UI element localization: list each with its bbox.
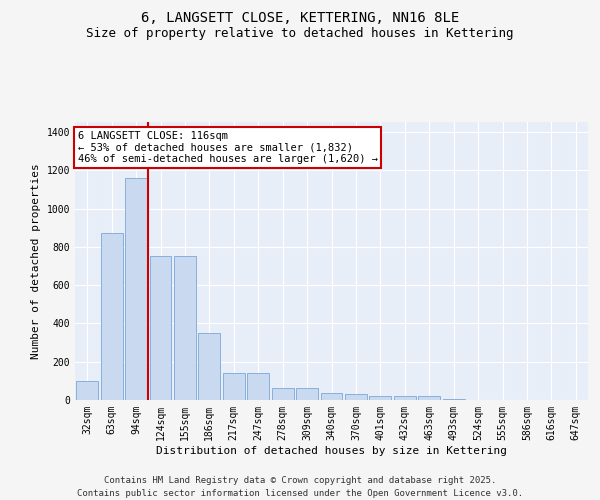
Bar xyxy=(76,381,98,400)
Bar xyxy=(370,396,391,400)
Bar xyxy=(247,373,269,400)
Y-axis label: Number of detached properties: Number of detached properties xyxy=(31,164,41,359)
Bar xyxy=(223,373,245,400)
Text: Contains public sector information licensed under the Open Government Licence v3: Contains public sector information licen… xyxy=(77,489,523,498)
Bar xyxy=(272,388,293,400)
Bar xyxy=(443,399,464,400)
Bar xyxy=(418,396,440,400)
Bar xyxy=(345,394,367,400)
Text: 6, LANGSETT CLOSE, KETTERING, NN16 8LE: 6, LANGSETT CLOSE, KETTERING, NN16 8LE xyxy=(141,11,459,25)
Bar xyxy=(296,388,318,400)
X-axis label: Distribution of detached houses by size in Kettering: Distribution of detached houses by size … xyxy=(156,446,507,456)
Bar xyxy=(320,394,343,400)
Bar xyxy=(101,234,122,400)
Bar xyxy=(199,333,220,400)
Bar xyxy=(149,256,172,400)
Bar xyxy=(394,396,416,400)
Text: Contains HM Land Registry data © Crown copyright and database right 2025.: Contains HM Land Registry data © Crown c… xyxy=(104,476,496,485)
Text: Size of property relative to detached houses in Kettering: Size of property relative to detached ho… xyxy=(86,28,514,40)
Bar xyxy=(125,178,147,400)
Text: 6 LANGSETT CLOSE: 116sqm
← 53% of detached houses are smaller (1,832)
46% of sem: 6 LANGSETT CLOSE: 116sqm ← 53% of detach… xyxy=(77,131,377,164)
Bar xyxy=(174,256,196,400)
